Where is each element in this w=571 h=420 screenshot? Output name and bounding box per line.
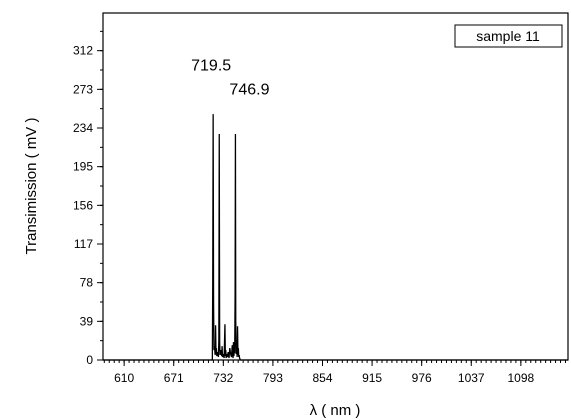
y-tick-label: 312 bbox=[73, 44, 93, 58]
y-tick-label: 195 bbox=[73, 160, 93, 174]
y-tick-label: 78 bbox=[80, 276, 94, 290]
y-tick-label: 39 bbox=[80, 314, 94, 328]
series-line-sample-11 bbox=[103, 114, 568, 361]
y-tick-label: 117 bbox=[74, 237, 93, 251]
x-tick-label: 1098 bbox=[507, 371, 534, 385]
x-axis-title: λ ( nm ) bbox=[310, 402, 361, 419]
axis-tick-labels: 610 671 732 793 854 915 976 1037 1098 0 39 78 117 156… bbox=[73, 44, 535, 385]
x-tick-label: 610 bbox=[114, 371, 134, 385]
x-tick-label: 1037 bbox=[458, 371, 485, 385]
legend-box bbox=[454, 24, 563, 48]
x-tick-label: 793 bbox=[263, 371, 283, 385]
y-tick-label: 273 bbox=[73, 82, 93, 96]
axis-ticks bbox=[97, 30, 566, 366]
plot-frame bbox=[102, 12, 569, 361]
x-tick-label: 671 bbox=[164, 371, 184, 385]
y-tick-label: 156 bbox=[73, 198, 93, 212]
legend-label: sample 11 bbox=[476, 28, 540, 44]
peak-label-719-5: 719.5 bbox=[191, 58, 231, 75]
x-tick-label: 915 bbox=[362, 371, 382, 385]
x-tick-label: 976 bbox=[412, 371, 432, 385]
y-axis-title: Transimission ( mV ) bbox=[23, 118, 40, 255]
x-tick-label: 854 bbox=[312, 371, 332, 385]
peak-label-746-9: 746.9 bbox=[229, 81, 269, 98]
y-tick-label: 234 bbox=[73, 121, 93, 135]
x-tick-label: 732 bbox=[213, 371, 233, 385]
y-tick-label: 0 bbox=[86, 353, 93, 367]
